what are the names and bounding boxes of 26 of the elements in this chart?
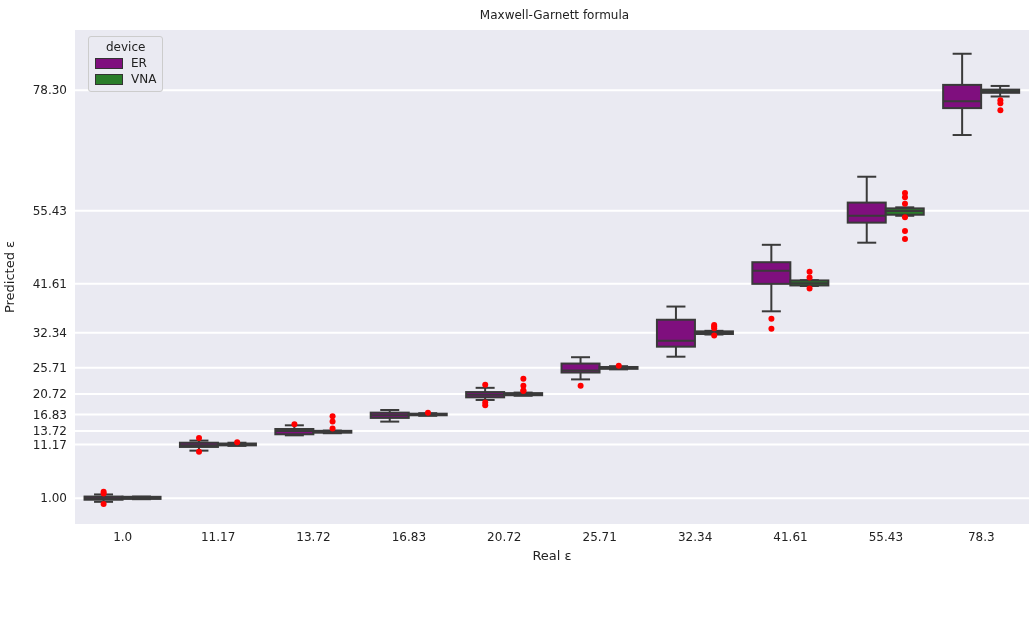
x-axis-title: Real ε [532, 548, 572, 563]
legend-title: device [105, 40, 147, 54]
x-tick-label: 32.34 [677, 529, 713, 544]
y-tick-label: 13.72 [32, 424, 67, 439]
y-tick-label: 32.34 [32, 325, 67, 340]
x-tick-label: 1.0 [113, 529, 133, 544]
x-tick-label: 41.61 [773, 529, 808, 544]
x-tick-label: 55.43 [868, 529, 904, 544]
y-tick-label: 11.17 [32, 437, 67, 452]
x-tick-label: 20.72 [487, 529, 522, 544]
x-tick-label: 25.71 [582, 529, 617, 544]
x-tick-label: 13.72 [296, 529, 331, 544]
y-tick-label: 25.71 [32, 360, 67, 375]
y-tick-label: 1.00 [40, 491, 67, 506]
x-tick-label: 78.3 [967, 529, 995, 544]
y-tick-label: 41.61 [32, 277, 67, 292]
y-tick-label: 16.83 [32, 407, 67, 422]
y-tick-label: 78.30 [32, 83, 67, 98]
legend-label: ER [131, 56, 147, 70]
x-tick-label: 16.83 [391, 529, 427, 544]
chart-title: Maxwell-Garnett formula [478, 8, 631, 22]
y-tick-label: 55.43 [32, 204, 67, 219]
legend-label: VNA [131, 72, 157, 86]
y-tick-label: 20.72 [32, 387, 67, 402]
y-axis-title: Predicted ε [1, 240, 17, 314]
x-tick-label: 11.17 [200, 529, 236, 544]
